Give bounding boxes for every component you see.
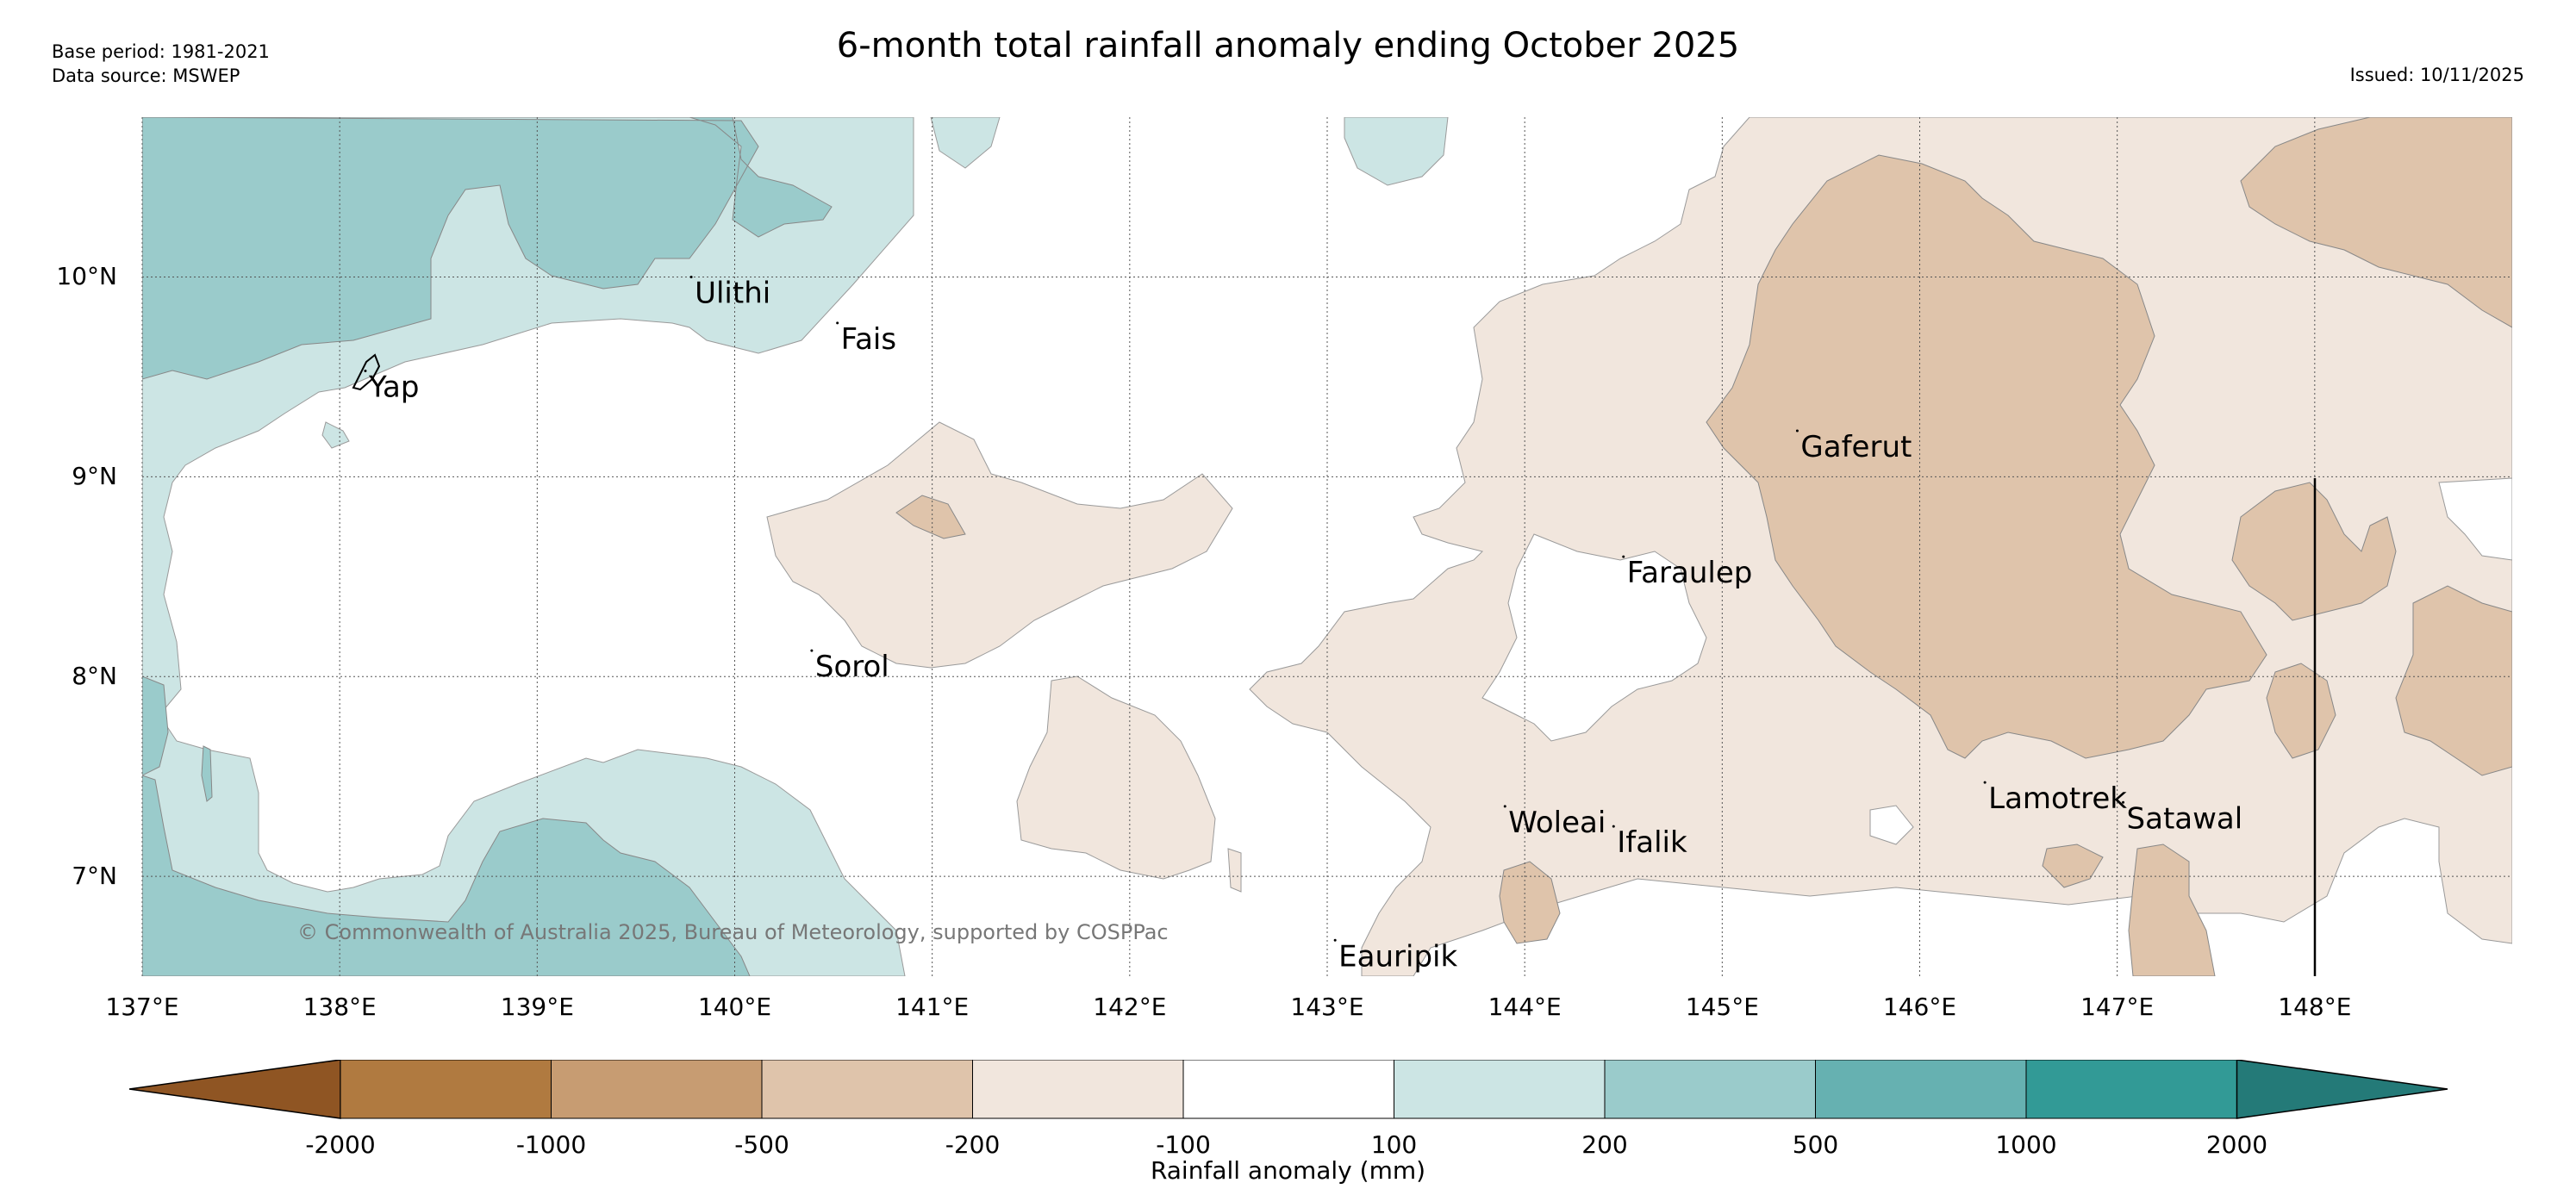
wet-region-west-sliver (201, 745, 213, 802)
colorbar-tick-label: 200 (1581, 1130, 1628, 1159)
colorbar-tick-label: 500 (1792, 1130, 1839, 1159)
dry-region-gaferut-core (1706, 154, 2267, 759)
neutral-region-east-gap (2438, 477, 2512, 561)
colorbar-segment-5 (1394, 1060, 1606, 1119)
lon-tick-label: 146°E (1882, 993, 1957, 1021)
lon-tick-label: 140°E (697, 993, 772, 1021)
island-marker-eauripik (1333, 938, 1337, 942)
colorbar-title: Rainfall anomaly (mm) (1150, 1156, 1426, 1185)
island-marker-fais (836, 321, 839, 325)
colorbar-segment-8 (2025, 1060, 2237, 1119)
map-plot-area (142, 117, 2512, 976)
island-marker-gaferut (1795, 429, 1799, 433)
island-label-eauripik: Eauripik (1338, 939, 1457, 974)
colorbar-extend-high (2236, 1060, 2448, 1119)
island-label-ulithi: Ulithi (695, 276, 770, 310)
colorbar-tick-label: 1000 (1995, 1130, 2057, 1159)
map-title: 6-month total rainfall anomaly ending Oc… (836, 26, 1740, 65)
dry-region-sorol-spot (895, 495, 966, 539)
island-marker-satawal (2122, 800, 2125, 804)
island-label-faraulep: Faraulep (1627, 556, 1753, 590)
colorbar-segment-0 (340, 1060, 552, 1119)
colorbar (128, 1060, 2448, 1119)
island-label-satawal: Satawal (2127, 801, 2243, 836)
colorbar-tick-label: -100 (1156, 1130, 1211, 1159)
dry-region-northeast-core (2240, 117, 2512, 328)
island-marker-yap (364, 369, 367, 372)
island-label-sorol: Sorol (815, 650, 889, 684)
island-marker-lamotrek (1983, 781, 1987, 784)
dry-region-satawal-spot (2128, 844, 2216, 976)
colorbar-tick-label: -500 (734, 1130, 789, 1159)
colorbar-segment-4 (1182, 1060, 1394, 1119)
colorbar-segment-7 (1815, 1060, 2027, 1119)
colorbar-segment-1 (551, 1060, 763, 1119)
colorbar-tick-label: -1000 (515, 1130, 587, 1159)
island-label-gaferut: Gaferut (1800, 430, 1912, 464)
colorbar-segment-3 (972, 1060, 1184, 1119)
dry-region-lamotrek-spot (2042, 844, 2104, 888)
colorbar-tick-label: -2000 (305, 1130, 376, 1159)
wet-region-south (142, 775, 751, 976)
island-marker-sorol (810, 649, 814, 652)
island-marker-ulithi (689, 275, 693, 278)
dry-region-woleai-spot (1499, 861, 1561, 944)
dry-region-sorol (766, 421, 1233, 669)
lat-tick-label: 7°N (72, 862, 117, 891)
lon-tick-label: 138°E (303, 993, 377, 1021)
lon-tick-label: 148°E (2278, 993, 2352, 1021)
neutral-region-lamotrek-gap (1869, 805, 1914, 845)
island-label-lamotrek: Lamotrek (1988, 781, 2127, 816)
colorbar-segment-6 (1604, 1060, 1816, 1119)
issued-date: Issued: 10/11/2025 (2349, 65, 2524, 85)
lon-tick-label: 141°E (895, 993, 970, 1021)
base-period: Base period: 1981-2021 (52, 41, 270, 62)
dry-region-islet-a (1227, 848, 1242, 893)
wet-region-west-edge (142, 675, 169, 776)
island-label-yap: Yap (368, 370, 420, 404)
dry-region-center-south (1016, 675, 1216, 880)
colorbar-tick-label: 2000 (2205, 1130, 2268, 1159)
wet-region-yap-islet (321, 421, 350, 449)
colorbar-segment-2 (761, 1060, 973, 1119)
island-markers: Ulithi Fais Yap Gaferut Faraulep Sorol Woleai I… (364, 275, 2243, 974)
dry-region-east-edge (2395, 585, 2512, 776)
wet-region-northwest-core (142, 117, 833, 380)
lon-tick-label: 147°E (2080, 993, 2155, 1021)
copyright-notice: © Commonwealth of Australia 2025, Bureau… (297, 920, 1169, 944)
colorbar-tick-label: -200 (945, 1130, 1001, 1159)
island-marker-ifalik (1612, 825, 1615, 828)
island-marker-woleai (1503, 805, 1506, 808)
lat-tick-label: 9°N (72, 462, 117, 491)
island-label-ifalik: Ifalik (1617, 825, 1687, 860)
lon-tick-label: 145°E (1685, 993, 1759, 1021)
lon-tick-label: 137°E (105, 993, 179, 1021)
wet-region-north-center (930, 117, 1001, 169)
dry-region-east-spot (2266, 663, 2336, 759)
neutral-region-faraulep (1481, 533, 1707, 742)
data-source: Data source: MSWEP (52, 65, 240, 86)
colorbar-extend-low (128, 1060, 341, 1119)
colorbar-segments (128, 1060, 2448, 1119)
lon-tick-label: 143°E (1290, 993, 1364, 1021)
island-label-woleai: Woleai (1508, 806, 1606, 840)
lat-tick-label: 8°N (72, 662, 117, 691)
wet-region-north-island (1344, 117, 1449, 186)
lon-tick-label: 144°E (1488, 993, 1562, 1021)
island-marker-faraulep (1622, 555, 1625, 558)
yap-island-outline (352, 353, 381, 391)
colorbar-tick-label: 100 (1370, 1130, 1418, 1159)
lat-tick-label: 10°N (56, 262, 117, 291)
lon-tick-label: 142°E (1093, 993, 1167, 1021)
lon-tick-label: 139°E (500, 993, 574, 1021)
island-label-fais: Fais (841, 322, 896, 357)
